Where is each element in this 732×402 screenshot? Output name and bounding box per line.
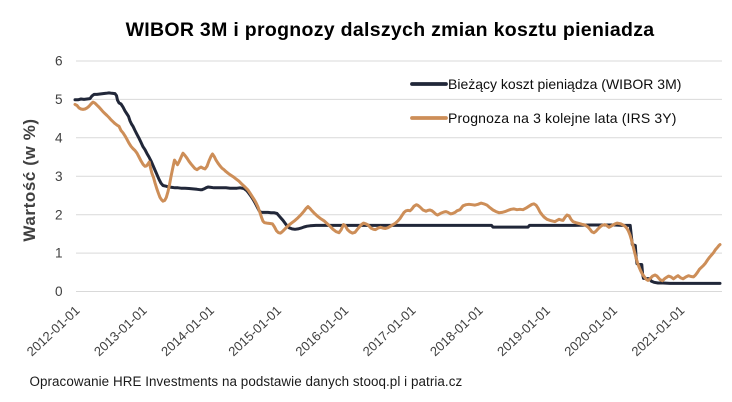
svg-text:5: 5 bbox=[55, 92, 63, 107]
svg-text:Prognoza na 3 kolejne lata (IR: Prognoza na 3 kolejne lata (IRS 3Y) bbox=[448, 110, 677, 126]
svg-text:3: 3 bbox=[55, 169, 63, 184]
svg-text:WIBOR 3M i prognozy dalszych z: WIBOR 3M i prognozy dalszych zmian koszt… bbox=[126, 19, 655, 41]
svg-text:Opracowanie HRE Investments na: Opracowanie HRE Investments na podstawie… bbox=[30, 374, 463, 389]
svg-text:4: 4 bbox=[55, 130, 63, 145]
svg-text:1: 1 bbox=[55, 246, 63, 261]
svg-text:Bieżący koszt pieniądza (WIBOR: Bieżący koszt pieniądza (WIBOR 3M) bbox=[448, 76, 681, 92]
svg-text:2: 2 bbox=[55, 207, 63, 222]
svg-text:6: 6 bbox=[55, 54, 63, 69]
svg-text:Wartość (w %): Wartość (w %) bbox=[20, 118, 39, 241]
svg-text:0: 0 bbox=[55, 284, 63, 299]
